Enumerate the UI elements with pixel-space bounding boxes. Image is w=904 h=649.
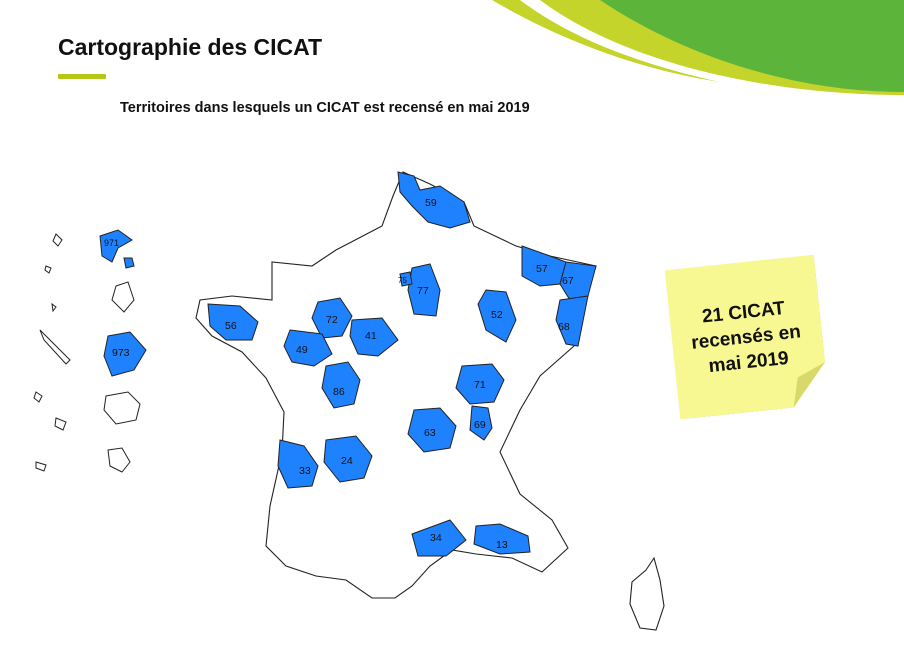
- department-69: 69: [469, 405, 493, 441]
- svg-text:34: 34: [430, 532, 442, 544]
- svg-text:59: 59: [425, 197, 437, 209]
- department-41: 41: [349, 317, 399, 357]
- svg-text:71: 71: [474, 379, 486, 391]
- svg-text:56: 56: [225, 320, 237, 332]
- sticky-note-text: 21 CICAT recensés en mai 2019: [690, 297, 802, 378]
- svg-text:75: 75: [398, 276, 407, 285]
- department-72: 72: [311, 297, 353, 339]
- department-75: 75: [398, 271, 413, 287]
- department-57: 57: [521, 245, 567, 287]
- svg-text:13: 13: [496, 539, 508, 551]
- department-71: 71: [455, 363, 505, 405]
- department-971: 971: [99, 229, 135, 269]
- department-77: 77: [407, 263, 441, 317]
- overseas-territories: [33, 233, 141, 473]
- svg-text:973: 973: [112, 347, 130, 359]
- department-67: 67: [559, 261, 597, 301]
- svg-text:77: 77: [417, 285, 429, 297]
- svg-text:67: 67: [562, 275, 574, 287]
- svg-text:33: 33: [299, 465, 311, 477]
- mainland-outline: [195, 171, 597, 599]
- svg-text:24: 24: [341, 455, 353, 467]
- page-title: Cartographie des CICAT: [58, 34, 323, 60]
- department-24: 24: [323, 435, 373, 483]
- department-68: 68: [555, 295, 589, 347]
- svg-text:41: 41: [365, 330, 377, 342]
- department-52: 52: [477, 289, 517, 343]
- department-49: 49: [283, 329, 333, 367]
- department-13: 13: [473, 523, 531, 555]
- svg-text:68: 68: [558, 321, 570, 333]
- department-33: 33: [277, 439, 319, 489]
- map-subtitle: Territoires dans lesquels un CICAT est r…: [120, 100, 530, 116]
- svg-text:63: 63: [424, 427, 436, 439]
- corsica-outline: [629, 556, 665, 631]
- svg-text:49: 49: [296, 344, 308, 356]
- department-86: 86: [321, 361, 361, 409]
- sticky-note: 21 CICAT recensés en mai 2019: [665, 255, 830, 420]
- department-59: 59: [397, 171, 471, 229]
- department-56: 56: [207, 303, 259, 341]
- svg-text:57: 57: [536, 263, 548, 275]
- title-underline: [58, 74, 106, 79]
- svg-text:971: 971: [104, 238, 119, 248]
- department-34: 34: [411, 519, 467, 557]
- svg-text:72: 72: [326, 314, 338, 326]
- department-63: 63: [407, 407, 457, 453]
- department-973: 973: [103, 331, 147, 377]
- svg-text:86: 86: [333, 386, 345, 398]
- svg-text:69: 69: [474, 419, 486, 431]
- svg-text:52: 52: [491, 309, 503, 321]
